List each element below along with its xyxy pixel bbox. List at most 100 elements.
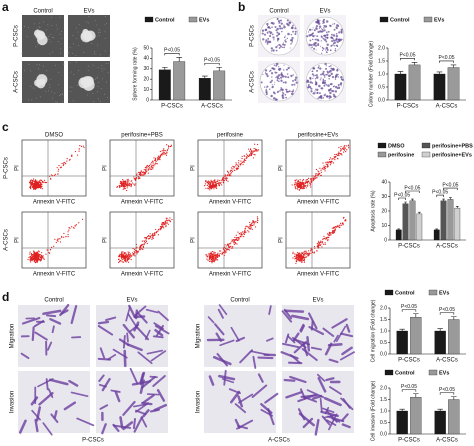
event xyxy=(154,163,156,166)
colony xyxy=(278,67,282,71)
colony xyxy=(327,74,331,78)
event xyxy=(241,161,244,163)
event xyxy=(230,245,232,247)
legend-swatch xyxy=(428,289,438,296)
event xyxy=(324,242,326,244)
event xyxy=(210,252,212,254)
cell xyxy=(98,374,105,383)
colony xyxy=(317,97,319,100)
event xyxy=(57,240,59,242)
cell xyxy=(310,346,322,351)
cell xyxy=(153,403,168,412)
colony xyxy=(320,95,322,97)
event xyxy=(124,260,126,262)
speck xyxy=(53,37,55,39)
cell xyxy=(142,394,155,404)
colony xyxy=(293,83,296,86)
colony xyxy=(318,27,321,30)
event xyxy=(328,232,330,234)
event xyxy=(34,255,36,257)
event xyxy=(321,168,323,170)
speck xyxy=(98,98,100,100)
event xyxy=(43,257,45,259)
speck xyxy=(96,44,98,46)
event xyxy=(302,259,305,261)
event xyxy=(227,172,230,174)
legend-swatch xyxy=(377,142,387,149)
colony xyxy=(277,74,281,77)
colony xyxy=(307,31,310,33)
event xyxy=(73,227,75,229)
colony xyxy=(276,39,279,42)
cell xyxy=(300,324,305,333)
event xyxy=(121,185,123,187)
event xyxy=(145,171,147,173)
colony xyxy=(316,69,319,72)
colony xyxy=(266,85,269,88)
event xyxy=(161,150,163,152)
cell xyxy=(152,375,166,387)
row-label: P-CSCs xyxy=(4,157,10,179)
colony xyxy=(314,78,317,80)
event xyxy=(122,183,124,186)
event xyxy=(207,254,209,256)
event xyxy=(139,171,141,174)
colony xyxy=(281,91,283,93)
speck xyxy=(99,29,101,31)
speck xyxy=(55,64,57,66)
event xyxy=(317,242,320,244)
y-tick-label: 40 xyxy=(143,56,149,62)
colony xyxy=(265,91,267,93)
speck xyxy=(63,63,65,65)
legend-swatch xyxy=(144,16,154,23)
event xyxy=(29,261,32,263)
speck xyxy=(50,41,52,43)
event xyxy=(165,221,167,223)
speck xyxy=(102,78,104,80)
event xyxy=(42,182,44,184)
significance-label: P<0.05 xyxy=(400,53,416,59)
event xyxy=(128,256,130,258)
speck xyxy=(46,70,48,72)
speck xyxy=(92,64,94,66)
colony xyxy=(338,31,341,34)
event xyxy=(257,149,260,151)
column-label: EVs xyxy=(126,298,137,304)
event xyxy=(122,251,124,253)
colony xyxy=(334,49,337,52)
event xyxy=(214,184,217,186)
colony xyxy=(290,42,292,45)
event xyxy=(249,228,252,230)
event xyxy=(158,158,160,160)
speck xyxy=(68,52,70,54)
event xyxy=(53,245,55,247)
event xyxy=(222,181,225,183)
colony xyxy=(278,47,281,49)
event xyxy=(144,237,146,239)
event xyxy=(141,244,143,246)
event xyxy=(303,257,305,259)
event xyxy=(225,179,227,182)
colony xyxy=(261,32,264,35)
event xyxy=(80,145,83,147)
event xyxy=(152,168,154,170)
speck xyxy=(51,91,53,93)
event xyxy=(123,187,125,189)
event xyxy=(170,144,173,146)
event xyxy=(128,253,130,255)
event xyxy=(59,241,61,243)
event xyxy=(304,250,306,252)
event xyxy=(145,170,147,172)
colony xyxy=(324,38,327,42)
cell xyxy=(327,415,345,423)
event xyxy=(300,257,302,259)
bar xyxy=(454,207,461,241)
speck xyxy=(60,48,62,50)
event xyxy=(210,188,213,190)
event xyxy=(151,238,153,240)
speck xyxy=(98,28,100,30)
colony xyxy=(266,22,269,26)
speck xyxy=(67,52,69,54)
event xyxy=(315,168,318,171)
cell xyxy=(31,326,35,342)
